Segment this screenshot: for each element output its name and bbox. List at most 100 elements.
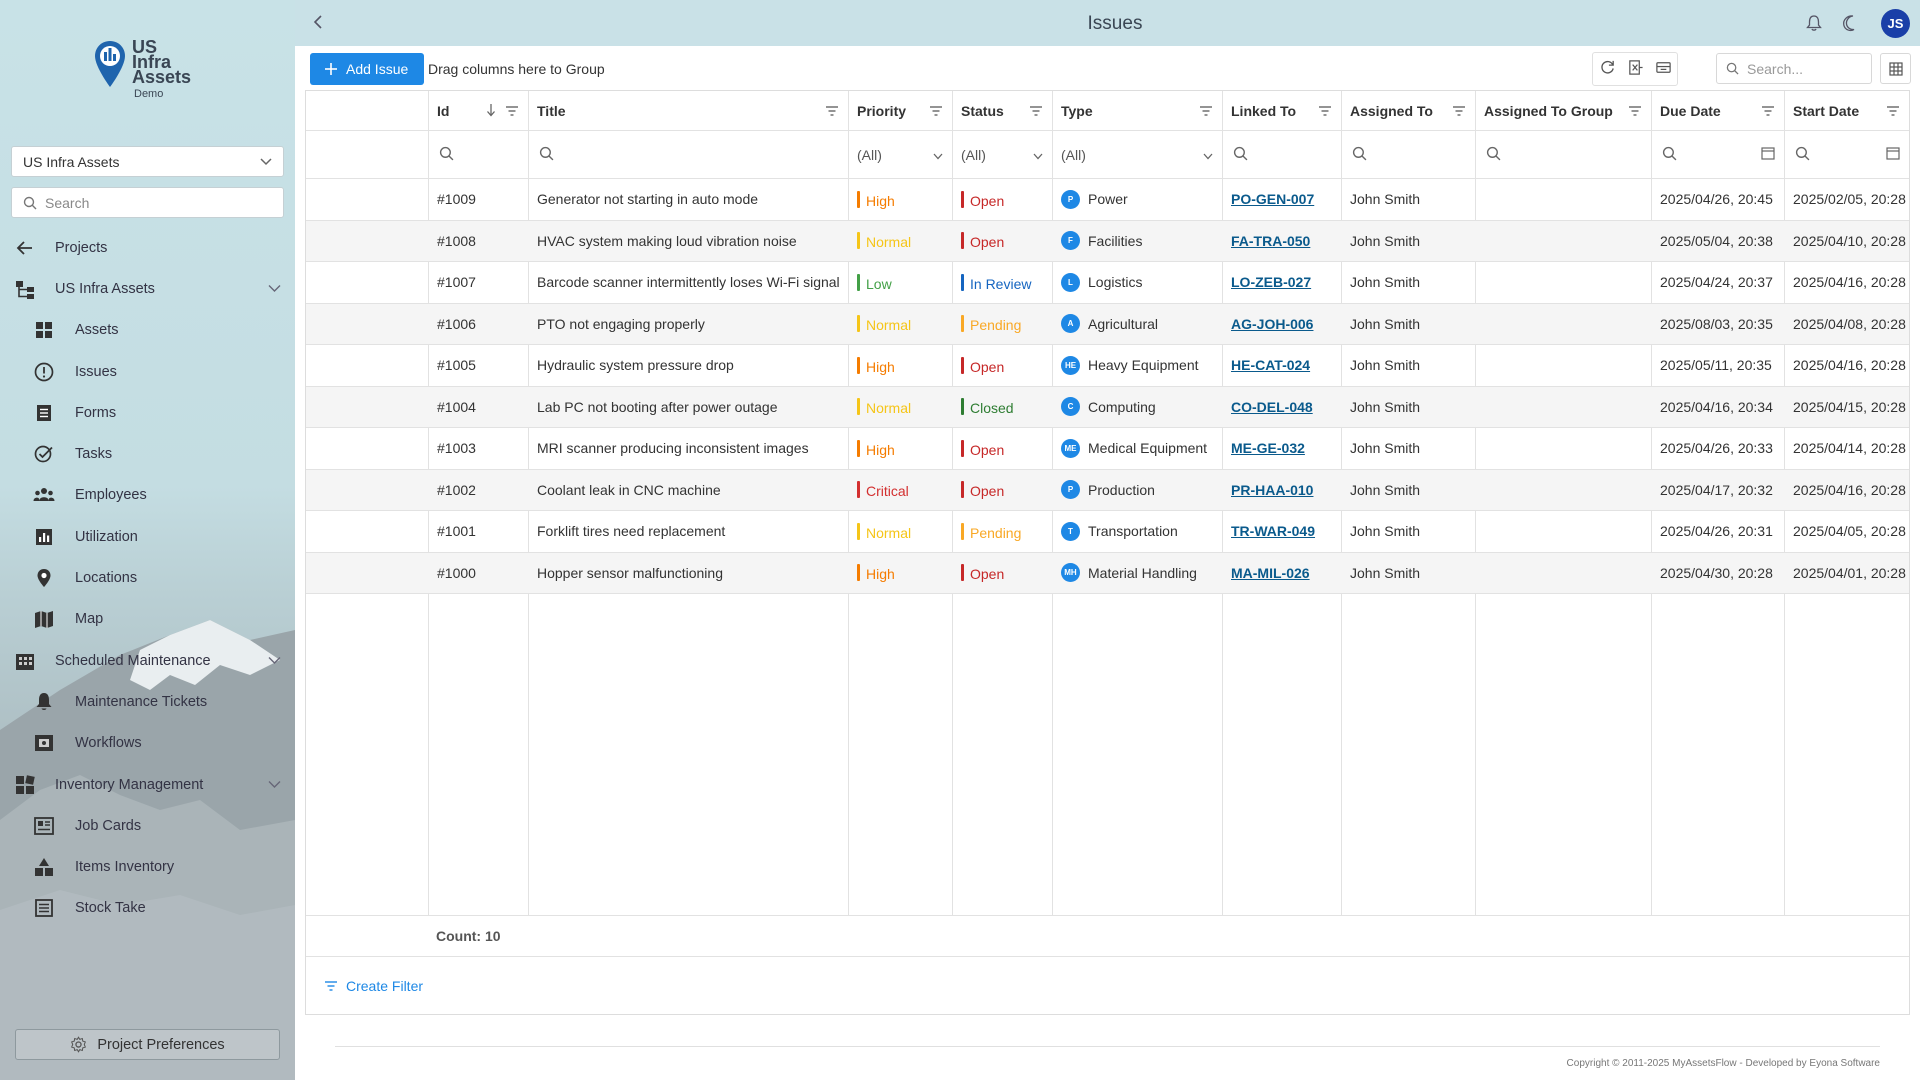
sort-descending-icon[interactable]: [486, 103, 496, 120]
collapse-sidebar-button[interactable]: [313, 14, 323, 33]
table-row[interactable]: #1002 Coolant leak in CNC machine Critical…: [306, 469, 1909, 511]
sidebar-item-maintenance-tickets[interactable]: Maintenance Tickets: [0, 681, 295, 722]
row-select-cell[interactable]: [306, 262, 428, 303]
row-select-cell[interactable]: [306, 304, 428, 345]
column-chooser-button[interactable]: [1880, 53, 1911, 84]
status-label: Open: [970, 358, 1005, 375]
export-pdf-button[interactable]: [1655, 59, 1672, 79]
linked-asset-link[interactable]: CO-DEL-048: [1231, 398, 1313, 415]
column-header-status[interactable]: Status: [952, 91, 1052, 130]
chevron-down-icon[interactable]: [268, 777, 281, 793]
column-filter-icon[interactable]: [825, 104, 839, 120]
sidebar-item-assets[interactable]: Assets: [0, 310, 295, 351]
table-row[interactable]: #1004 Lab PC not booting after power outa…: [306, 386, 1909, 428]
column-header-priority[interactable]: Priority: [848, 91, 952, 130]
row-select-cell[interactable]: [306, 511, 428, 552]
table-row[interactable]: #1005 Hydraulic system pressure drop High O…: [306, 345, 1909, 387]
sidebar-item-issues[interactable]: Issues: [0, 351, 295, 392]
filter-select-status[interactable]: (All): [952, 131, 1052, 178]
column-filter-icon[interactable]: [1628, 104, 1642, 120]
linked-asset-link[interactable]: LO-ZEB-027: [1231, 274, 1312, 291]
chevron-down-icon[interactable]: [268, 281, 281, 297]
linked-asset-link[interactable]: TR-WAR-049: [1231, 523, 1316, 540]
filter-input-linked-to[interactable]: [1222, 131, 1341, 178]
row-select-cell[interactable]: [306, 553, 428, 594]
chevron-down-icon[interactable]: [268, 653, 281, 669]
linked-asset-link[interactable]: ME-GE-032: [1231, 440, 1305, 457]
sidebar-item-us-infra-assets[interactable]: US Infra Assets: [0, 268, 295, 309]
column-header-start-date[interactable]: Start Date: [1784, 91, 1909, 130]
column-filter-icon[interactable]: [505, 104, 519, 120]
filter-input-due-date[interactable]: [1651, 131, 1784, 178]
sidebar-search-input[interactable]: Search: [11, 187, 284, 218]
sidebar-item-utilization[interactable]: Utilization: [0, 516, 295, 557]
column-header-title[interactable]: Title: [528, 91, 848, 130]
sidebar-item-scheduled-maintenance[interactable]: Scheduled Maintenance: [0, 640, 295, 681]
brand-logo[interactable]: US Infra Assets Demo: [94, 38, 204, 102]
linked-asset-link[interactable]: FA-TRA-050: [1231, 232, 1311, 249]
column-filter-icon[interactable]: [1886, 104, 1900, 120]
sidebar-item-forms[interactable]: Forms: [0, 392, 295, 433]
linked-asset-link[interactable]: MA-MIL-026: [1231, 564, 1310, 581]
column-header-id[interactable]: Id: [428, 91, 528, 130]
sidebar-item-items-inventory[interactable]: Items Inventory: [0, 846, 295, 887]
row-select-cell[interactable]: [306, 470, 428, 511]
column-header-linked-to[interactable]: Linked To: [1222, 91, 1341, 130]
sidebar-item-projects[interactable]: Projects: [0, 227, 295, 268]
table-row[interactable]: #1009 Generator not starting in auto mode…: [306, 179, 1909, 221]
grid-search-input[interactable]: Search...: [1716, 53, 1872, 84]
project-select[interactable]: US Infra Assets: [11, 146, 284, 177]
create-filter-button[interactable]: Create Filter: [324, 978, 423, 994]
table-row[interactable]: #1008 HVAC system making loud vibration n…: [306, 220, 1909, 262]
filter-input-id[interactable]: [428, 131, 528, 178]
add-issue-button[interactable]: Add Issue: [310, 53, 424, 85]
row-select-cell[interactable]: [306, 179, 428, 220]
column-header-type[interactable]: Type: [1052, 91, 1222, 130]
notifications-button[interactable]: [1805, 14, 1823, 35]
filter-input-assigned-to-group[interactable]: [1475, 131, 1651, 178]
project-preferences-button[interactable]: Project Preferences: [15, 1029, 280, 1060]
filter-select-priority[interactable]: (All): [848, 131, 952, 178]
calendar-icon[interactable]: [1886, 146, 1900, 163]
refresh-button[interactable]: [1599, 59, 1616, 79]
linked-asset-link[interactable]: HE-CAT-024: [1231, 357, 1311, 374]
column-filter-icon[interactable]: [1452, 104, 1466, 120]
sidebar-item-locations[interactable]: Locations: [0, 557, 295, 598]
filter-input-assigned-to[interactable]: [1341, 131, 1475, 178]
sidebar-item-workflows[interactable]: Workflows: [0, 723, 295, 764]
sidebar-item-map[interactable]: Map: [0, 599, 295, 640]
calendar-icon[interactable]: [1761, 146, 1775, 163]
column-filter-icon[interactable]: [929, 104, 943, 120]
row-select-cell[interactable]: [306, 345, 428, 386]
row-select-cell[interactable]: [306, 387, 428, 428]
priority-indicator: [857, 190, 860, 208]
column-header-assigned-to[interactable]: Assigned To: [1341, 91, 1475, 130]
row-select-cell[interactable]: [306, 221, 428, 262]
export-excel-button[interactable]: [1627, 59, 1644, 79]
linked-asset-link[interactable]: PR-HAA-010: [1231, 481, 1314, 498]
sidebar-item-stock-take[interactable]: Stock Take: [0, 888, 295, 929]
filter-select-type[interactable]: (All): [1052, 131, 1222, 178]
table-row[interactable]: #1007 Barcode scanner intermittently lose…: [306, 262, 1909, 304]
dark-mode-toggle[interactable]: [1841, 14, 1859, 35]
table-row[interactable]: #1006 PTO not engaging properly Normal Pend…: [306, 303, 1909, 345]
sidebar-item-tasks[interactable]: Tasks: [0, 433, 295, 474]
column-filter-icon[interactable]: [1029, 104, 1043, 120]
table-row[interactable]: #1000 Hopper sensor malfunctioning High Ope…: [306, 552, 1909, 594]
linked-asset-link[interactable]: PO-GEN-007: [1231, 191, 1315, 208]
filter-input-title[interactable]: [528, 131, 848, 178]
sidebar-item-employees[interactable]: Employees: [0, 475, 295, 516]
user-avatar[interactable]: JS: [1881, 9, 1910, 38]
table-row[interactable]: #1001 Forklift tires need replacement Norm…: [306, 511, 1909, 553]
column-filter-icon[interactable]: [1199, 104, 1213, 120]
column-header-assigned-to-group[interactable]: Assigned To Group: [1475, 91, 1651, 130]
linked-asset-link[interactable]: AG-JOH-006: [1231, 315, 1314, 332]
column-filter-icon[interactable]: [1318, 104, 1332, 120]
table-row[interactable]: #1003 MRI scanner producing inconsistent …: [306, 428, 1909, 470]
sidebar-item-inventory-management[interactable]: Inventory Management: [0, 764, 295, 805]
column-filter-icon[interactable]: [1761, 104, 1775, 120]
filter-input-start-date[interactable]: [1784, 131, 1909, 178]
sidebar-item-job-cards[interactable]: Job Cards: [0, 805, 295, 846]
column-header-due-date[interactable]: Due Date: [1651, 91, 1784, 130]
row-select-cell[interactable]: [306, 428, 428, 469]
